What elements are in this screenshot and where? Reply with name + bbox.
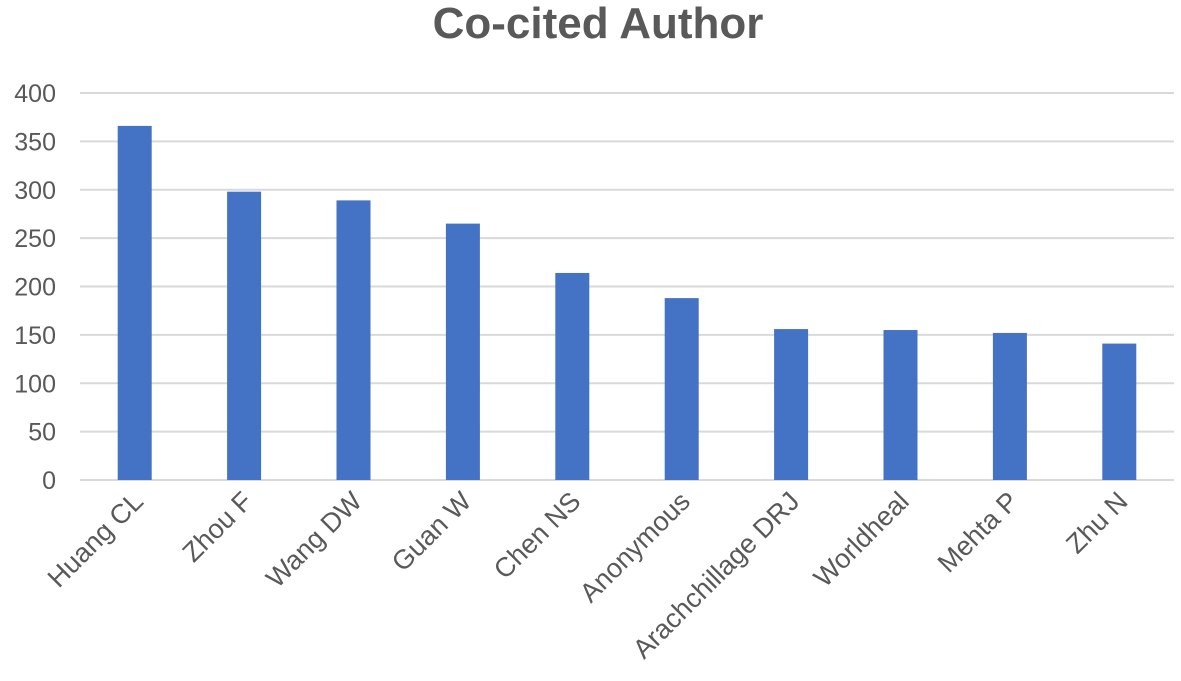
y-axis-ticks: 0 50 100 150 200 250 300 350 400 xyxy=(14,80,56,495)
y-tick-label: 300 xyxy=(14,177,56,205)
bar xyxy=(445,223,480,481)
x-tick-label: Mehta P xyxy=(932,486,1024,578)
x-tick-label: Wang DW xyxy=(260,486,368,594)
bar xyxy=(117,125,152,481)
y-tick-label: 200 xyxy=(14,274,56,302)
y-tick-label: 400 xyxy=(14,80,56,108)
bar xyxy=(992,332,1027,480)
y-tick-label: 150 xyxy=(14,322,56,350)
bar xyxy=(555,272,590,480)
y-tick-label: 100 xyxy=(14,370,56,398)
bar xyxy=(883,330,918,480)
x-tick-label: Zhou F xyxy=(177,486,259,568)
y-tick-label: 350 xyxy=(14,128,56,156)
x-tick-label: Chen NS xyxy=(488,486,587,585)
bar xyxy=(336,200,371,480)
y-tick-label: 0 xyxy=(42,467,56,495)
x-tick-label: Huang CL xyxy=(42,486,149,593)
bars xyxy=(117,125,1137,481)
gridlines xyxy=(80,92,1174,481)
bar xyxy=(774,329,809,480)
x-tick-label: Guan W xyxy=(386,486,478,578)
bar xyxy=(227,191,262,480)
y-tick-label: 50 xyxy=(28,419,56,447)
x-tick-label: Anonymous xyxy=(574,486,696,608)
x-axis-labels: Huang CL Zhou F Wang DW Guan W Chen NSAnonym… xyxy=(42,486,1134,665)
x-tick-label: Zhu N xyxy=(1060,486,1133,559)
bar xyxy=(664,298,699,480)
bar xyxy=(1102,343,1137,480)
chart-title: Co-cited Author xyxy=(433,0,764,48)
x-tick-label: Worldheal xyxy=(808,486,915,593)
y-tick-label: 250 xyxy=(14,225,56,253)
